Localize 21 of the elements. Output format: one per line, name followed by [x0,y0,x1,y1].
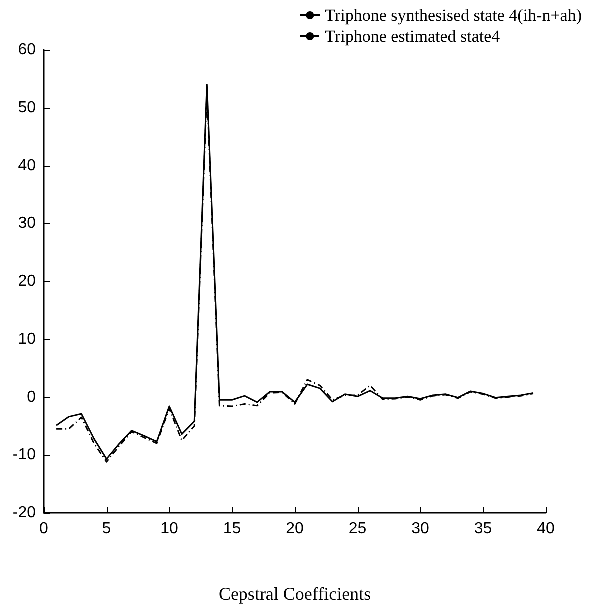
y-tick-label: -10 [12,446,36,464]
y-tick-label: 20 [18,273,36,290]
legend-label: Triphone estimated state4 [325,27,501,46]
y-tick-label: 50 [18,99,36,116]
x-tick-label: 0 [40,520,49,538]
x-tick-label: 30 [412,520,430,538]
x-tick-label: 35 [474,520,492,538]
y-tick-label: 40 [18,157,36,174]
legend-label: Triphone synthesised state 4(ih-n+ah) [325,6,582,25]
x-tick-label: 25 [348,520,367,538]
y-tick-label: 60 [18,42,36,58]
x-axis-title: Cepstral Coefficients [218,584,372,604]
x-tick-label: 20 [286,520,304,538]
x-tick-label: 40 [537,520,555,538]
x-tick-label: 5 [102,520,112,538]
x-tick-label: 15 [223,520,242,538]
y-tick-label: 30 [18,215,36,232]
y-tick-label: 0 [27,388,36,406]
x-tick-label: 10 [160,520,178,538]
y-tick-label: -20 [12,504,36,522]
y-tick-label: 10 [18,330,36,348]
